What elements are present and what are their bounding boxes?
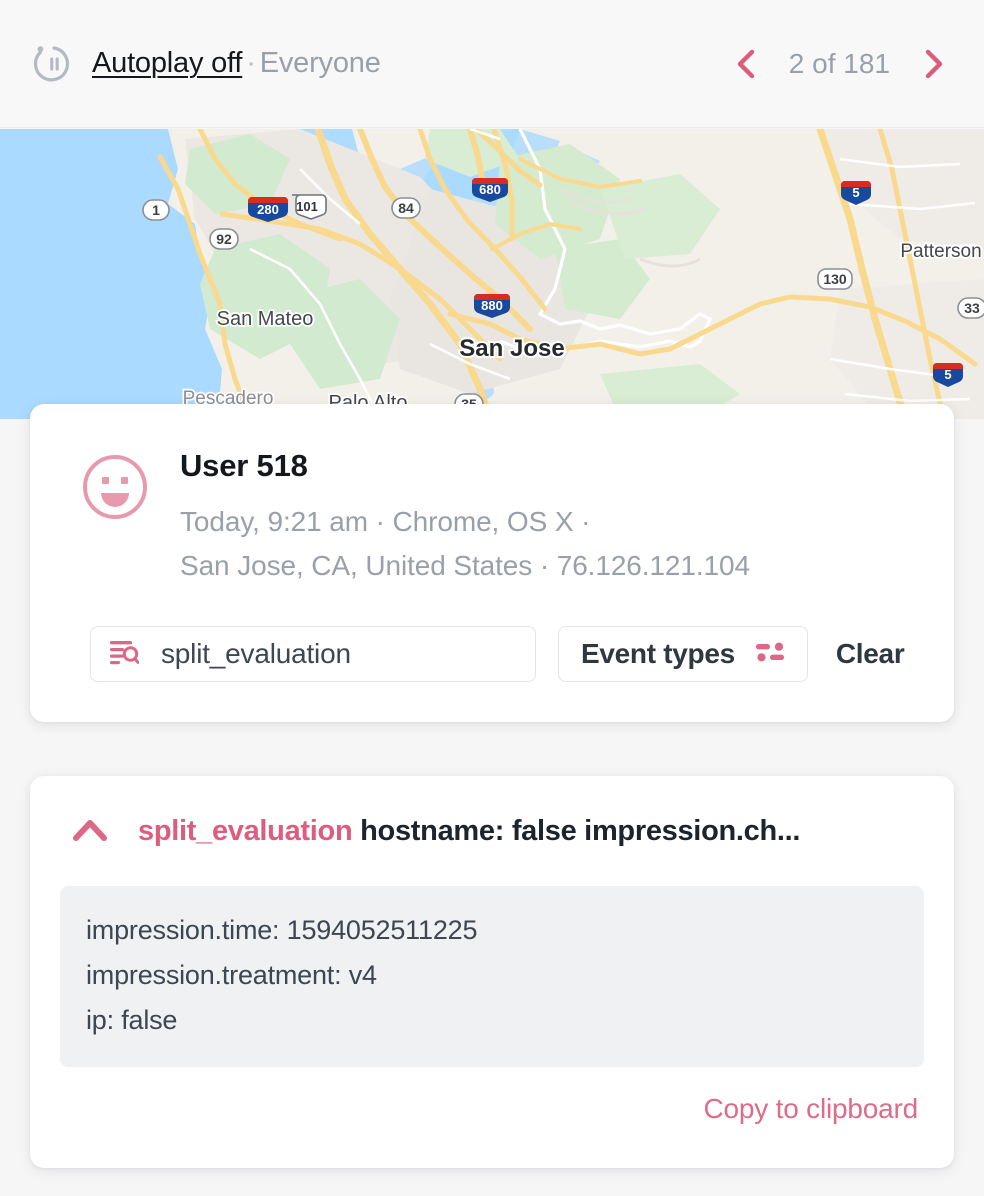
event-name-label: split_evaluation <box>138 814 353 847</box>
svg-text:5: 5 <box>852 185 859 200</box>
filter-search-icon <box>109 639 140 670</box>
user-detail-line-1: Today, 9:21 am · Chrome, OS X · <box>180 506 591 537</box>
event-header-row[interactable]: split_evaluation hostname: false impress… <box>60 814 924 848</box>
svg-text:San Jose: San Jose <box>459 335 564 362</box>
chevron-up-icon[interactable] <box>68 814 112 848</box>
event-types-label: Event types <box>581 638 735 670</box>
event-property-line: ip: false <box>86 1005 178 1036</box>
svg-text:101: 101 <box>296 199 318 214</box>
clear-filters-button[interactable]: Clear <box>835 638 905 670</box>
autoplay-scope-label[interactable]: Everyone <box>259 47 381 79</box>
user-meta: User 518 Today, 9:21 am · Chrome, OS X ·… <box>180 446 750 588</box>
smiley-face-avatar-icon <box>78 450 152 524</box>
event-summary-label: hostname: false impression.ch... <box>360 814 801 847</box>
user-summary-card: User 518 Today, 9:21 am · Chrome, OS X ·… <box>30 404 954 722</box>
svg-text:84: 84 <box>398 200 414 216</box>
event-property-line: impression.time: 1594052511225 <box>86 915 478 945</box>
user-identity-row: User 518 Today, 9:21 am · Chrome, OS X ·… <box>64 446 920 588</box>
svg-text:San Mateo: San Mateo <box>217 308 314 330</box>
session-location-map[interactable]: San Mateo Palo Alto Mountain View San Jo… <box>0 129 984 419</box>
svg-text:130: 130 <box>823 271 847 287</box>
pager-count-label: 2 of 181 <box>788 47 890 79</box>
svg-text:880: 880 <box>481 298 503 313</box>
autoplay-control[interactable]: Autoplay off · Everyone <box>32 42 381 86</box>
event-detail-card: split_evaluation hostname: false impress… <box>30 776 954 1168</box>
svg-text:280: 280 <box>257 202 279 217</box>
svg-text:680: 680 <box>479 182 501 197</box>
autoplay-toggle-label[interactable]: Autoplay off <box>92 47 243 79</box>
sliders-icon <box>755 640 785 669</box>
autoplay-text-group: Autoplay off · Everyone <box>92 47 381 80</box>
event-filter-row: split_evaluation Event types Clear <box>64 626 920 683</box>
pause-circle-icon[interactable] <box>32 42 76 86</box>
copy-row: Copy to clipboard <box>60 1093 924 1125</box>
svg-text:1: 1 <box>152 202 160 218</box>
header-separator: · <box>246 47 256 79</box>
event-title: split_evaluation hostname: false impress… <box>138 815 800 848</box>
search-input-value[interactable]: split_evaluation <box>161 638 351 670</box>
svg-text:Patterson: Patterson <box>900 241 981 262</box>
event-property-line: impression.treatment: v4 <box>86 960 377 991</box>
top-toolbar: Autoplay off · Everyone 2 of 181 <box>0 0 984 128</box>
search-input[interactable]: split_evaluation <box>90 626 536 683</box>
event-properties-panel: impression.time: 1594052511225 impressio… <box>60 886 924 1068</box>
svg-text:33: 33 <box>964 300 980 316</box>
chevron-right-icon[interactable] <box>916 44 950 84</box>
svg-text:92: 92 <box>216 231 232 247</box>
user-name: User 518 <box>180 448 308 483</box>
pagination-control: 2 of 181 <box>729 44 950 84</box>
svg-text:5: 5 <box>944 367 951 382</box>
user-detail-line-2: San Jose, CA, United States · 76.126.121… <box>180 550 750 582</box>
event-types-button[interactable]: Event types <box>558 626 808 683</box>
copy-to-clipboard-button[interactable]: Copy to clipboard <box>703 1093 918 1125</box>
chevron-left-icon[interactable] <box>729 44 763 84</box>
